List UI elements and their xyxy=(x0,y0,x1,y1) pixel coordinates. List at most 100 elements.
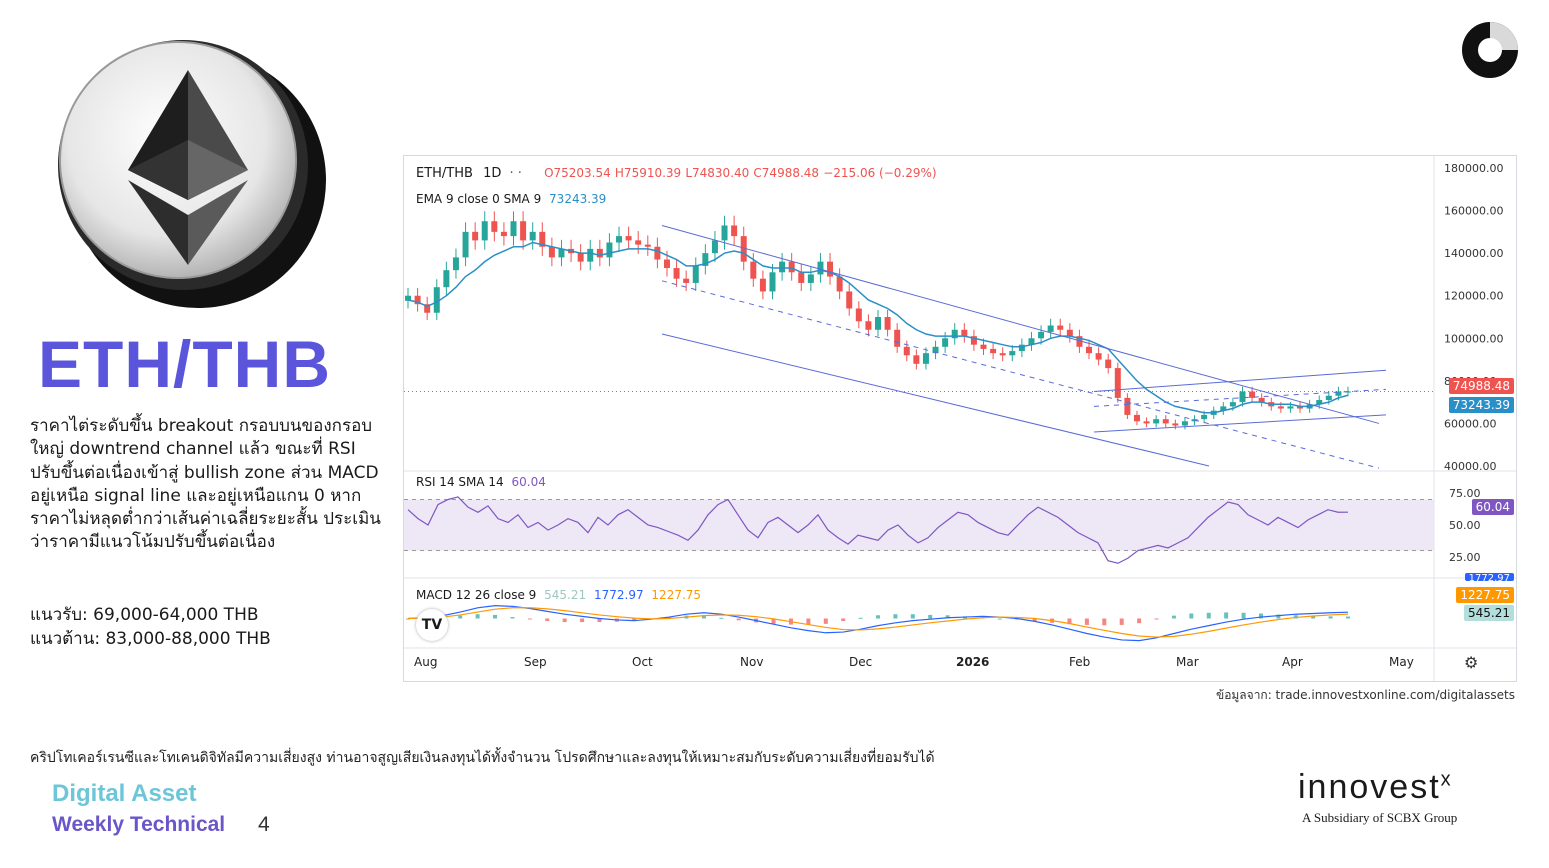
logo-subtitle: A Subsidiary of SCBX Group xyxy=(1302,810,1458,825)
candle xyxy=(462,231,469,258)
candle xyxy=(472,231,479,241)
candle xyxy=(510,221,517,237)
candle xyxy=(913,355,920,364)
x-tick-label: Aug xyxy=(414,655,437,669)
candle xyxy=(424,304,431,313)
macd-hist-value: 545.21 xyxy=(544,588,587,602)
y-tick-label: 40000.00 xyxy=(1444,460,1497,473)
logo-wordmark: innovest xyxy=(1298,768,1441,806)
candle xyxy=(702,253,709,266)
candle xyxy=(932,346,939,354)
x-tick-label: 2026 xyxy=(956,655,989,669)
candle xyxy=(884,317,891,330)
channel-upper-line xyxy=(661,224,1380,424)
macd-histogram-bar xyxy=(667,617,672,619)
candle xyxy=(855,308,862,322)
macd-histogram-bar xyxy=(1067,618,1072,625)
support-level: แนวรับ: 69,000-64,000 THB xyxy=(30,605,259,625)
macd-line xyxy=(407,605,1349,642)
candle xyxy=(491,221,498,232)
candle xyxy=(750,261,757,279)
page-title: ETH/THB xyxy=(38,327,331,401)
candle xyxy=(970,336,977,345)
candle xyxy=(683,278,690,283)
ema-value: 73243.39 xyxy=(549,192,607,206)
resistance-level: แนวต้าน: 83,000-88,000 THB xyxy=(30,629,271,649)
macd-histogram-bar xyxy=(1032,618,1037,622)
macd-histogram-bar xyxy=(562,618,567,623)
candle xyxy=(1086,346,1093,354)
candle xyxy=(759,278,766,292)
chart-canvas[interactable]: 180000.00 160000.00 140000.00 120000.00 1000… xyxy=(404,156,1516,681)
candle xyxy=(1038,331,1045,339)
ohlc-low: L74830.40 xyxy=(685,166,750,180)
macd-signal-value: 1227.75 xyxy=(651,588,702,602)
candle xyxy=(779,261,786,273)
candle xyxy=(1009,351,1016,356)
gear-icon[interactable]: ⚙ xyxy=(1464,653,1479,672)
macd-line-tag: 1772.97 xyxy=(1464,573,1514,581)
candle xyxy=(1047,325,1054,332)
candle xyxy=(625,236,632,241)
candle xyxy=(980,344,987,349)
candle xyxy=(903,346,910,356)
candle xyxy=(865,321,872,330)
candle xyxy=(654,246,661,260)
candle xyxy=(922,353,929,364)
analysis-text: ราคาไต่ระดับขึ้น breakout กรอบบนของกรอบใ… xyxy=(30,416,381,553)
candle xyxy=(1287,406,1294,409)
trading-chart[interactable]: 180000.00 160000.00 140000.00 120000.00 1000… xyxy=(403,155,1517,682)
macd-histogram-bar xyxy=(1311,616,1316,619)
candle xyxy=(894,329,901,347)
candle xyxy=(731,225,738,237)
candle xyxy=(539,231,546,247)
candle xyxy=(433,287,440,313)
candle xyxy=(577,253,584,262)
candle xyxy=(961,329,968,337)
page-number: 4 xyxy=(258,813,270,836)
macd-histogram-bar xyxy=(823,618,828,624)
logo-x: x xyxy=(1440,768,1453,791)
rsi-label: RSI 14 SMA 14 xyxy=(416,475,504,489)
macd-histogram-bar xyxy=(632,618,637,621)
macd-hist-tag: 545.21 xyxy=(1464,605,1514,621)
data-source: ข้อมูลจาก: trade.innovestxonline.com/dig… xyxy=(1215,688,1515,702)
y-tick-label: 160000.00 xyxy=(1444,205,1504,218)
ohlc-change: −215.06 (−0.29%) xyxy=(823,166,937,180)
macd-histogram-bar xyxy=(719,617,724,619)
macd-histogram-bar xyxy=(1171,615,1176,619)
rsi-tick-label: 75.00 xyxy=(1449,487,1481,500)
tradingview-logo-icon[interactable]: TV xyxy=(416,609,448,641)
candle xyxy=(990,348,997,354)
candle xyxy=(836,276,843,292)
symbol-label: ETH/THB xyxy=(416,166,473,181)
y-tick-label: 100000.00 xyxy=(1444,332,1504,345)
candle xyxy=(1181,421,1188,426)
ethereum-coin-icon xyxy=(58,40,326,308)
macd-histogram-bar xyxy=(1328,616,1333,619)
candle xyxy=(1172,423,1179,426)
y-tick-label: 180000.00 xyxy=(1444,162,1504,175)
brand-line-weekly-technical: Weekly Technical xyxy=(52,813,226,836)
rsi-tick-label: 25.00 xyxy=(1449,551,1481,564)
macd-histogram-bar xyxy=(1224,612,1229,619)
candle xyxy=(1258,397,1265,403)
rsi-value: 60.04 xyxy=(511,475,546,489)
macd-histogram-bar xyxy=(1119,618,1124,625)
candle xyxy=(1249,391,1256,398)
macd-histogram-bar xyxy=(858,617,863,619)
macd-histogram-bar xyxy=(475,614,480,619)
range-lower-line xyxy=(1093,414,1387,433)
candle xyxy=(711,240,718,254)
channel-lower-line xyxy=(661,333,1210,467)
macd-histogram-bar xyxy=(1154,618,1159,620)
macd-histogram-bar xyxy=(1137,618,1142,624)
macd-histogram-bar xyxy=(1241,612,1246,619)
candle xyxy=(1133,414,1140,422)
x-tick-label: Nov xyxy=(740,655,763,669)
last-price-tag: 74988.48 xyxy=(1448,378,1514,394)
x-tick-label: Mar xyxy=(1176,655,1199,669)
candle xyxy=(1143,421,1150,424)
macd-histogram-bar xyxy=(701,615,706,619)
candle xyxy=(1220,406,1227,411)
